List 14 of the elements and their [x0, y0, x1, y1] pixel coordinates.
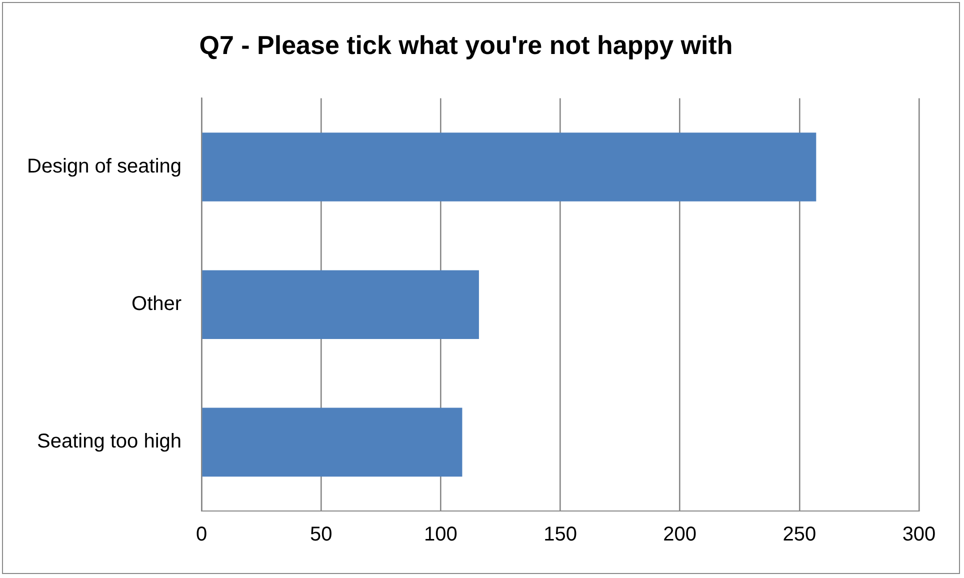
bar — [202, 132, 816, 202]
x-tick-label: 50 — [310, 524, 332, 546]
y-tick-label: Design of seating — [26, 156, 182, 178]
x-tick-label: 100 — [424, 524, 458, 546]
y-tick-label: Seating too high — [36, 430, 182, 453]
y-tick-label: Other — [132, 293, 182, 316]
x-tick-label: 250 — [782, 524, 816, 546]
x-tick-label: 0 — [196, 524, 208, 546]
bar — [202, 270, 479, 339]
x-tick-label: 150 — [544, 524, 577, 546]
bar — [202, 408, 462, 477]
chart-title: Q7 - Please tick what you're not happy with — [199, 30, 733, 60]
x-tick-label: 200 — [663, 524, 697, 546]
x-tick-label: 300 — [902, 524, 936, 546]
